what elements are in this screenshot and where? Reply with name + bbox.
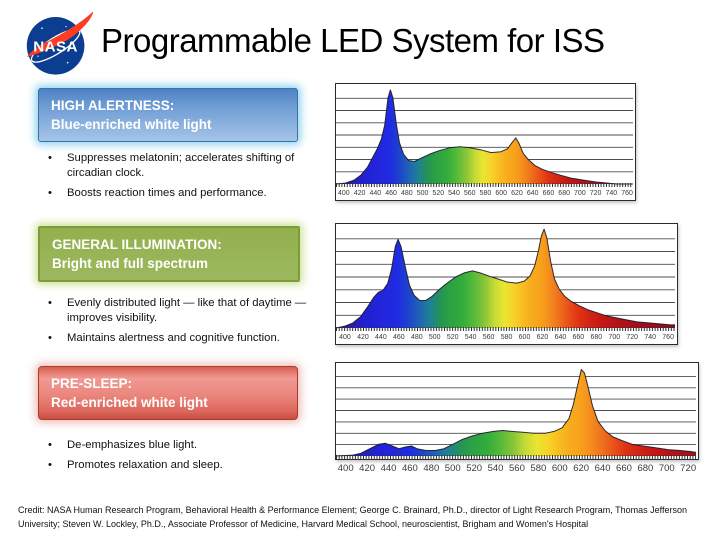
list-item: Boosts reaction times and performance. (40, 186, 320, 201)
section-header-line2: Red-enriched white light (51, 395, 208, 411)
section-header-general-illumination: GENERAL ILLUMINATION: Bright and full sp… (38, 226, 300, 283)
x-tick-label: 460 (385, 190, 397, 197)
x-tick-label: 420 (357, 334, 369, 341)
x-tick-label: 640 (526, 190, 539, 197)
logo-star (65, 25, 67, 28)
x-tick-label: 640 (554, 334, 567, 341)
x-tick-label: 540 (464, 334, 477, 341)
chart-high-alertness-spectrum: 400 420 440 460 480 500 520 540 560 580 600 620 640 6… (335, 83, 636, 201)
x-tick-label: 740 (644, 334, 657, 341)
x-tick-label: 680 (558, 190, 570, 197)
spectrum-plot (336, 369, 696, 459)
x-tick-label: 440 (380, 463, 397, 474)
x-tick-label: 580 (500, 334, 513, 341)
nasa-logo: NASA (18, 8, 98, 82)
x-tick-label: 500 (416, 190, 429, 197)
logo-swoosh (26, 11, 94, 57)
section-header-line2: Blue-enriched white light (51, 117, 212, 133)
x-tick-label: 740 (605, 190, 618, 197)
x-tick-label: 580 (530, 463, 547, 474)
section-header-line1: HIGH ALERTNESS: (51, 98, 175, 113)
x-tick-label: 500 (428, 334, 441, 341)
x-tick-label: 720 (626, 334, 639, 341)
x-tick-label: 680 (637, 463, 654, 474)
x-tick-label: 520 (466, 463, 483, 474)
x-tick-label: 540 (487, 463, 504, 474)
x-tick-label: 700 (658, 463, 675, 474)
list-item: Evenly distributed light — like that of … (40, 296, 320, 326)
chart-general-illumination-spectrum: 400 420 440 460 480 500 520 540 560 580 600 620 640 6… (335, 223, 678, 345)
x-tick-label: 680 (590, 334, 603, 341)
x-tick-label: 480 (423, 463, 440, 474)
x-tick-label: 720 (589, 190, 602, 197)
x-tick-label: 440 (369, 190, 382, 197)
x-tick-label: 660 (572, 334, 585, 341)
x-tick-label: 660 (616, 463, 632, 474)
section-header-line1: GENERAL ILLUMINATION: (52, 237, 222, 252)
x-tick-label: 700 (574, 190, 586, 197)
chart-frame: 400 420 440 460 480 500 520 540 560 580 600 620 640 6… (335, 223, 678, 345)
x-axis-tick-labels: 400 420 440 460 480 500 520 540 560 580 600 620 640 6… (336, 331, 677, 344)
logo-star (66, 61, 69, 64)
x-tick-label: 760 (621, 190, 633, 197)
x-tick-label: 460 (392, 334, 405, 341)
logo-text: NASA (33, 38, 78, 55)
credit-text: Credit: NASA Human Research Program, Beh… (18, 505, 687, 529)
x-tick-label: 660 (542, 190, 555, 197)
section-header-high-alertness: HIGH ALERTNESS: Blue-enriched white ligh… (38, 88, 298, 143)
list-item: Suppresses melatonin; accelerates shifti… (40, 151, 320, 181)
x-tick-label: 400 (339, 334, 351, 341)
x-axis-tick-labels: 400 420 440 460 480 500 520 540 560 580 600 620 640 6… (335, 460, 699, 477)
x-tick-label: 480 (400, 190, 413, 197)
x-tick-label: 560 (463, 190, 476, 197)
bullet-list-pre-sleep: De-emphasizes blue light. Promotes relax… (40, 438, 320, 478)
section-header-pre-sleep: PRE-SLEEP: Red-enriched white light (38, 366, 298, 421)
x-tick-label: 520 (432, 190, 445, 197)
spectrum-plot (336, 228, 675, 331)
spectrum-plot (336, 89, 633, 187)
x-tick-label: 760 (662, 334, 674, 341)
x-tick-label: 620 (573, 463, 590, 474)
x-tick-label: 400 (337, 463, 354, 474)
x-tick-label: 420 (353, 190, 366, 197)
chart-pre-sleep-spectrum: 400 420 440 460 480 500 520 540 560 580 600 620 640 6… (335, 362, 699, 477)
logo-star (41, 27, 43, 29)
x-tick-label: 600 (495, 190, 508, 197)
x-tick-label: 600 (518, 334, 531, 341)
x-tick-label: 640 (594, 463, 611, 474)
x-tick-label: 420 (359, 463, 376, 474)
x-tick-label: 540 (448, 190, 460, 197)
x-tick-label: 620 (511, 190, 523, 197)
section-header-line1: PRE-SLEEP: (51, 376, 133, 391)
x-tick-label: 620 (536, 334, 549, 341)
x-tick-label: 720 (680, 463, 697, 474)
list-item: Promotes relaxation and sleep. (40, 458, 320, 473)
nasa-logo-graphic: NASA (26, 11, 94, 75)
x-tick-label: 480 (410, 334, 423, 341)
logo-orbit (30, 28, 81, 63)
chart-frame (335, 362, 699, 460)
x-tick-label: 520 (446, 334, 459, 341)
logo-star (37, 55, 39, 57)
list-item: De-emphasizes blue light. (40, 438, 320, 453)
page-title: Programmable LED System for ISS (101, 22, 605, 59)
x-axis-tick-labels: 400 420 440 460 480 500 520 540 560 580 600 620 640 6… (336, 187, 635, 200)
x-tick-label: 440 (375, 334, 387, 341)
x-tick-label: 560 (482, 334, 495, 341)
x-tick-label: 400 (338, 190, 350, 197)
chart-frame: 400 420 440 460 480 500 520 540 560 580 600 620 640 6… (335, 83, 636, 201)
x-tick-label: 460 (401, 463, 418, 474)
section-header-line2: Bright and full spectrum (52, 256, 209, 272)
x-tick-label: 500 (444, 463, 461, 474)
bullet-list-high-alertness: Suppresses melatonin; accelerates shifti… (40, 151, 320, 206)
bullet-list-general-illumination: Evenly distributed light — like that of … (40, 296, 320, 351)
x-tick-label: 700 (608, 334, 621, 341)
list-item: Maintains alertness and cognitive functi… (40, 331, 320, 346)
x-tick-label: 600 (551, 463, 568, 474)
x-tick-label: 580 (479, 190, 492, 197)
x-tick-label: 560 (509, 463, 525, 474)
